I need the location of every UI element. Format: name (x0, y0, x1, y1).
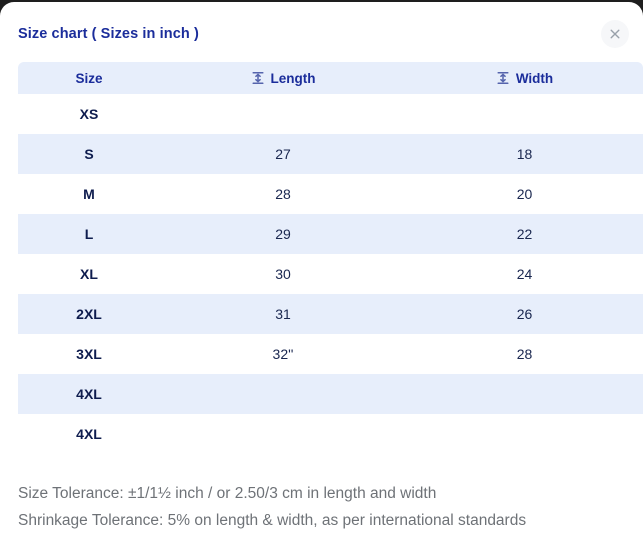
width-measure-icon (497, 72, 509, 84)
width-header-label: Width (515, 70, 554, 86)
size-cell: 4XL (76, 386, 102, 402)
table-row-s: S 27 18 (18, 134, 643, 174)
size-header-label: Size (75, 70, 103, 86)
size-cell: XS (79, 106, 99, 122)
column-header-width[interactable]: Width (406, 71, 643, 86)
length-cell: 29 (275, 226, 291, 242)
table-row-xl: XL 30 24 (18, 254, 643, 294)
table-body: XS S 27 18 M 28 20 L 29 22 (18, 94, 643, 454)
size-cell: XL (80, 266, 98, 282)
table-row-2xl: 2XL 31 26 (18, 294, 643, 334)
size-cell: 2XL (76, 306, 102, 322)
length-cell: 31 (275, 306, 291, 322)
width-cell: 18 (516, 146, 533, 162)
size-cell: 4XL (76, 426, 102, 442)
table-row-m: M 28 20 (18, 174, 643, 214)
length-measure-icon (251, 72, 264, 84)
size-cell: S (84, 146, 94, 162)
width-cell: 24 (516, 266, 533, 282)
table-header-row: Size Length Width (18, 62, 643, 94)
tolerance-notes: Size Tolerance: ±1/1½ inch / or 2.50/3 c… (18, 480, 643, 534)
size-tolerance-note: Size Tolerance: ±1/1½ inch / or 2.50/3 c… (18, 485, 437, 502)
length-header-label: Length (270, 70, 316, 86)
size-chart-table: Size Length Width XS (18, 62, 643, 454)
close-icon (610, 29, 620, 39)
width-cell: 20 (516, 186, 533, 202)
length-cell: 30 (275, 266, 291, 282)
width-cell: 22 (516, 226, 533, 242)
close-button[interactable] (601, 20, 629, 48)
table-row-4xl: 4XL (18, 374, 643, 414)
shrinkage-tolerance-note: Shrinkage Tolerance: 5% on length & widt… (18, 512, 527, 529)
table-row-xs: XS (18, 94, 643, 134)
width-cell: 26 (516, 306, 533, 322)
table-row-3xl: 3XL 32'' 28 (18, 334, 643, 374)
modal-header: Size chart ( Sizes in inch ) (0, 2, 643, 50)
modal-title: Size chart ( Sizes in inch ) (18, 26, 199, 42)
size-cell: 3XL (76, 346, 102, 362)
length-cell: 28 (275, 186, 291, 202)
size-cell: M (83, 186, 95, 202)
width-cell: 28 (516, 346, 533, 362)
length-cell: 27 (275, 146, 291, 162)
table-row-4xl-2: 4XL (18, 414, 643, 454)
length-cell: 32'' (272, 346, 294, 362)
column-header-length[interactable]: Length (160, 71, 406, 86)
size-cell: L (84, 226, 94, 242)
column-header-size: Size (18, 71, 160, 86)
table-row-l: L 29 22 (18, 214, 643, 254)
